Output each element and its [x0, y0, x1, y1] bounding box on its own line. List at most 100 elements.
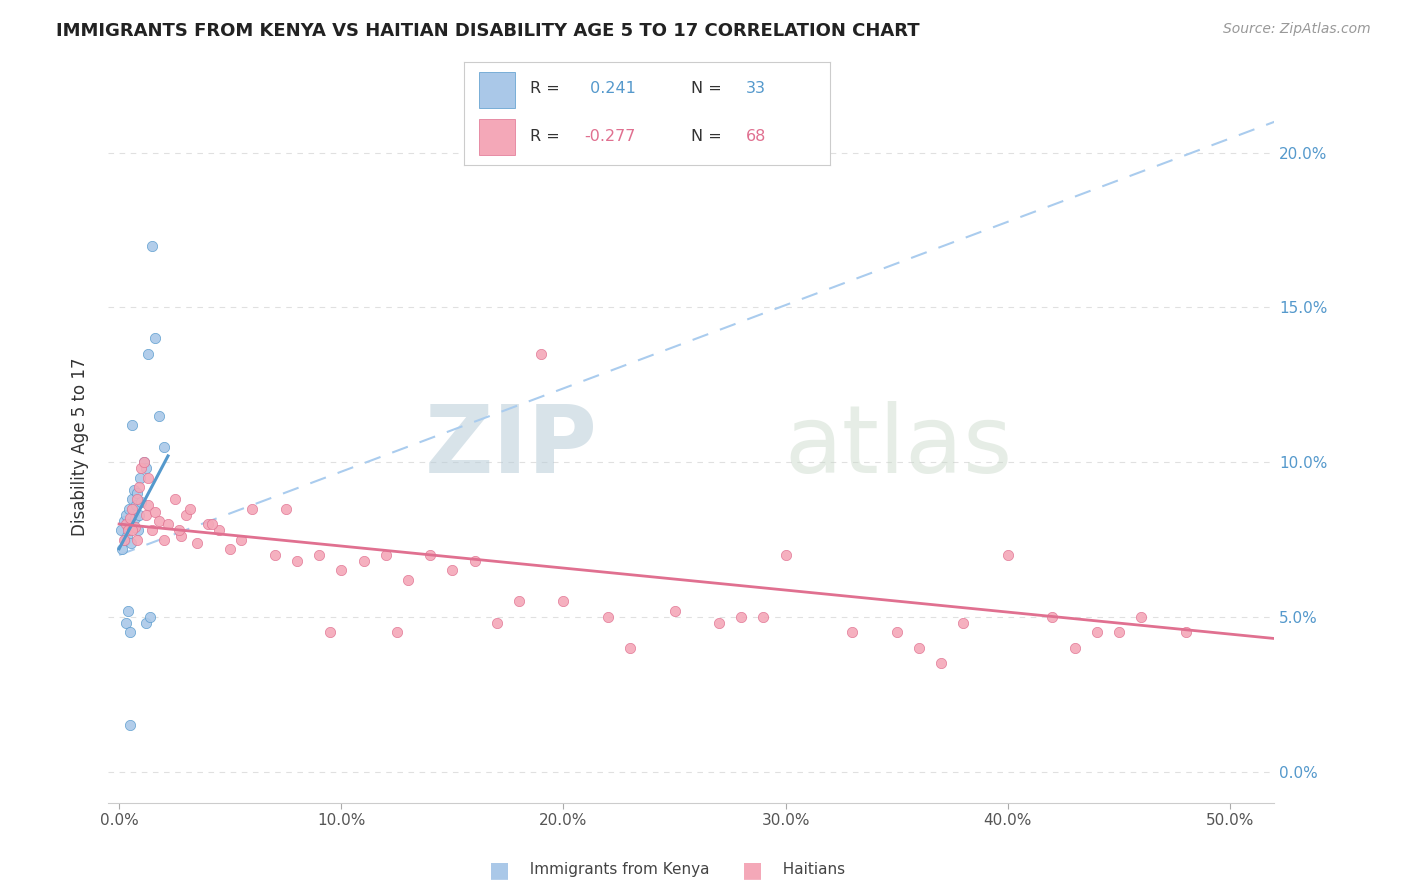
Point: [285, 554, 308, 568]
Point: [152, 440, 174, 454]
Point: [148, 409, 170, 423]
Point: [1174, 625, 1197, 640]
Point: [122, 483, 145, 497]
Point: [908, 640, 931, 655]
Text: 33: 33: [745, 81, 765, 96]
Point: [127, 523, 149, 537]
Point: [508, 594, 530, 608]
Point: [886, 625, 908, 640]
Point: [121, 523, 143, 537]
Point: [148, 514, 170, 528]
Point: [1130, 610, 1153, 624]
Point: [201, 516, 224, 531]
Point: [186, 535, 208, 549]
Point: [353, 554, 375, 568]
Point: [117, 520, 139, 534]
Point: [664, 604, 686, 618]
Point: [121, 417, 143, 432]
Point: [596, 610, 619, 624]
Point: [197, 516, 219, 531]
Point: [114, 516, 136, 531]
Point: [114, 615, 136, 630]
Point: [156, 516, 179, 531]
Point: [396, 573, 419, 587]
Point: [730, 610, 752, 624]
Point: [1085, 625, 1108, 640]
Point: [135, 461, 157, 475]
Point: [139, 610, 162, 624]
Point: [929, 657, 952, 671]
Point: [997, 548, 1019, 562]
Text: -0.277: -0.277: [585, 129, 636, 145]
Text: R =: R =: [530, 81, 565, 96]
Point: [120, 511, 142, 525]
Point: [242, 501, 264, 516]
Point: [110, 523, 132, 537]
Point: [125, 533, 148, 547]
Text: ZIP: ZIP: [425, 401, 598, 492]
Point: [132, 455, 155, 469]
Point: [441, 564, 464, 578]
Point: [136, 347, 159, 361]
Point: [308, 548, 330, 562]
Point: [121, 501, 143, 516]
Point: [120, 625, 142, 640]
Text: N =: N =: [690, 81, 727, 96]
Point: [136, 499, 159, 513]
Point: [112, 533, 135, 547]
Point: [120, 718, 142, 732]
Text: Source: ZipAtlas.com: Source: ZipAtlas.com: [1223, 22, 1371, 37]
Point: [128, 508, 150, 522]
Text: ■: ■: [489, 860, 509, 880]
Point: [163, 492, 186, 507]
FancyBboxPatch shape: [478, 71, 515, 108]
Text: 68: 68: [745, 129, 766, 145]
Point: [132, 455, 155, 469]
Point: [1108, 625, 1130, 640]
Point: [120, 516, 142, 531]
Point: [619, 640, 641, 655]
Point: [135, 508, 157, 522]
Point: [374, 548, 396, 562]
Point: [141, 238, 163, 252]
Point: [117, 604, 139, 618]
Point: [464, 554, 486, 568]
Point: [128, 480, 150, 494]
FancyBboxPatch shape: [478, 119, 515, 155]
Point: [120, 535, 142, 549]
Point: [152, 533, 174, 547]
Text: N =: N =: [690, 129, 727, 145]
Point: [553, 594, 575, 608]
Point: [143, 331, 166, 345]
Point: [131, 461, 153, 475]
Point: [1040, 610, 1063, 624]
Point: [485, 615, 508, 630]
Point: [125, 499, 148, 513]
Point: [170, 529, 193, 543]
Point: [136, 470, 159, 484]
Point: [118, 501, 141, 516]
Point: [141, 523, 163, 537]
Point: [124, 520, 146, 534]
Text: ■: ■: [742, 860, 762, 880]
Point: [179, 501, 201, 516]
Point: [231, 533, 253, 547]
Point: [707, 615, 730, 630]
Point: [208, 523, 231, 537]
Point: [114, 533, 136, 547]
Point: [112, 514, 135, 528]
Point: [419, 548, 441, 562]
Point: [131, 495, 153, 509]
Text: Haitians: Haitians: [773, 863, 845, 877]
Point: [385, 625, 408, 640]
Point: [117, 523, 139, 537]
Point: [1063, 640, 1085, 655]
Point: [330, 564, 353, 578]
Text: 0.241: 0.241: [585, 81, 636, 96]
Text: IMMIGRANTS FROM KENYA VS HAITIAN DISABILITY AGE 5 TO 17 CORRELATION CHART: IMMIGRANTS FROM KENYA VS HAITIAN DISABIL…: [56, 22, 920, 40]
Point: [125, 492, 148, 507]
Point: [121, 492, 143, 507]
Point: [125, 486, 148, 500]
Point: [167, 523, 190, 537]
Point: [274, 501, 297, 516]
